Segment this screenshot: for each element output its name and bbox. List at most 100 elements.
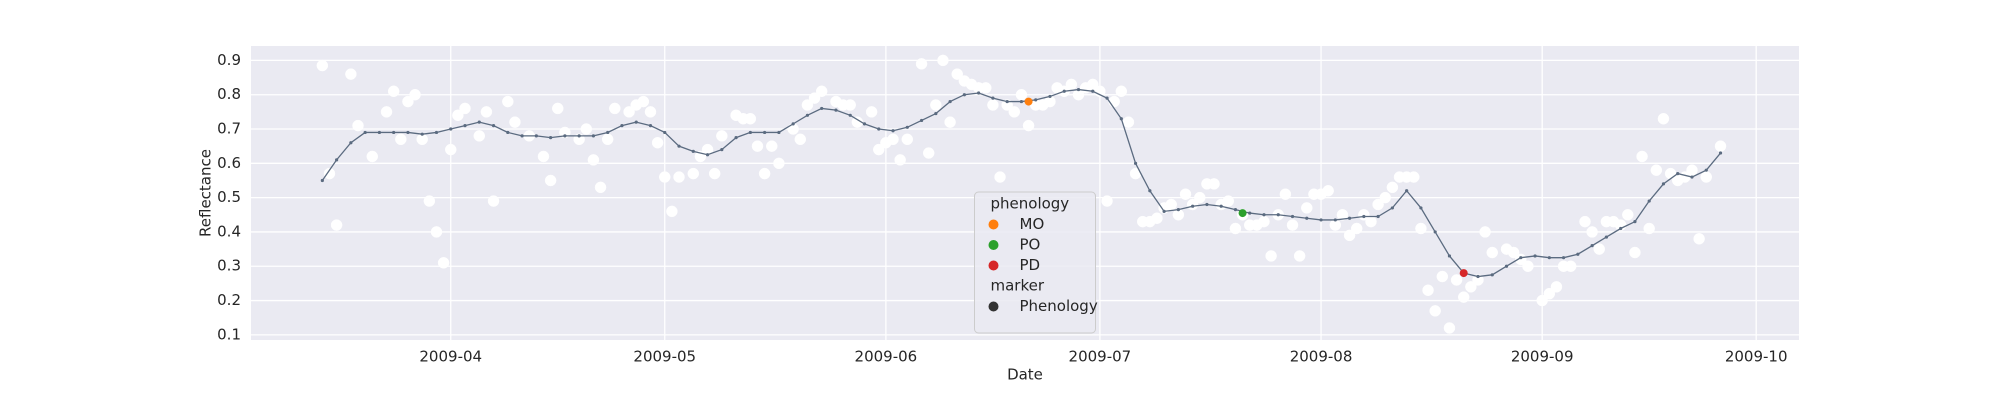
data-point: [1350, 222, 1363, 235]
line-vertex: [1262, 213, 1266, 217]
data-point: [1343, 229, 1356, 242]
data-point: [623, 106, 635, 118]
line-vertex: [335, 158, 339, 162]
legend-label: Phenology: [1020, 297, 1098, 315]
line-vertex: [1347, 216, 1352, 220]
data-point: [1222, 195, 1235, 207]
data-point: [1379, 191, 1391, 204]
data-point: [544, 174, 557, 187]
line-vertex: [1162, 209, 1166, 213]
data-point: [573, 133, 585, 146]
y-tick-label: 0.8: [217, 85, 241, 103]
legend-label: PO: [1020, 236, 1041, 254]
data-point: [1194, 191, 1206, 204]
line-vertex: [1105, 96, 1109, 100]
line-vertex: [834, 108, 838, 112]
data-point: [766, 140, 778, 152]
line-vertex: [919, 118, 924, 123]
line-vertex: [1676, 172, 1680, 176]
data-point: [594, 181, 607, 194]
legend-label: MO: [1020, 215, 1045, 233]
line-vertex: [420, 132, 424, 136]
line-vertex: [506, 130, 510, 135]
data-point: [1293, 250, 1306, 262]
line-vertex: [1405, 189, 1409, 193]
y-tick-label: 0.4: [217, 222, 241, 240]
data-point: [794, 133, 807, 146]
x-tick-label: 2009-09: [1511, 348, 1574, 366]
data-point: [937, 54, 949, 67]
data-point: [480, 106, 493, 118]
line-vertex: [349, 141, 353, 145]
line-vertex: [1048, 94, 1052, 99]
phenology-point: [1024, 97, 1033, 106]
data-point: [537, 150, 550, 163]
data-point: [651, 136, 664, 149]
data-point: [330, 219, 343, 231]
line-vertex: [591, 134, 596, 138]
legend-marker: [988, 219, 999, 230]
line-vertex: [1690, 175, 1694, 179]
data-point: [1336, 209, 1349, 221]
data-point: [944, 116, 956, 128]
line-vertex: [434, 130, 439, 135]
data-point: [744, 112, 757, 125]
line-vertex: [1319, 218, 1323, 222]
data-point: [1151, 212, 1163, 224]
data-point: [894, 154, 906, 166]
line-vertex: [891, 129, 895, 133]
line-vertex: [1191, 204, 1195, 208]
data-point: [1700, 171, 1713, 183]
data-point: [1322, 185, 1334, 197]
data-point: [1101, 195, 1113, 207]
data-point: [1693, 233, 1705, 245]
data-point: [601, 133, 614, 146]
data-point: [644, 106, 657, 118]
legend-box: [974, 191, 1096, 334]
data-point: [1472, 274, 1484, 286]
data-point: [1436, 270, 1449, 283]
data-point: [922, 147, 935, 159]
data-point: [1265, 250, 1277, 262]
line-vertex: [1276, 213, 1280, 217]
data-point: [559, 126, 571, 139]
data-point: [1550, 281, 1563, 293]
y-tick-label: 0.9: [217, 51, 241, 69]
line-vertex: [549, 135, 553, 140]
data-point: [1657, 112, 1670, 125]
line-vertex: [1233, 208, 1238, 212]
data-point: [323, 167, 336, 180]
data-point: [901, 133, 914, 146]
line-vertex: [577, 134, 581, 138]
line-vertex: [1076, 87, 1081, 92]
data-point: [580, 123, 593, 135]
data-point: [1015, 88, 1028, 101]
line-vertex: [1419, 206, 1423, 210]
data-point: [1386, 181, 1399, 194]
data-point: [1622, 209, 1634, 221]
line-vertex: [1248, 211, 1252, 215]
line-vertex: [392, 130, 396, 135]
line-vertex: [991, 96, 995, 100]
line-vertex: [848, 113, 852, 117]
data-point: [1122, 116, 1135, 128]
line-vertex: [663, 130, 667, 135]
data-point: [459, 102, 471, 115]
line-vertex: [477, 120, 481, 124]
line-vertex: [1362, 214, 1366, 219]
line-vertex: [1176, 208, 1180, 212]
y-tick-label: 0.7: [217, 120, 241, 138]
line-vertex: [734, 135, 738, 140]
line-vertex: [1290, 214, 1295, 219]
line-vertex: [777, 130, 781, 135]
line-vertex: [962, 93, 966, 97]
data-point: [716, 130, 728, 142]
data-point: [366, 150, 379, 163]
line-vertex: [534, 134, 538, 138]
data-point: [473, 130, 486, 142]
legend-marker: [988, 301, 999, 312]
data-point: [673, 171, 685, 183]
data-point: [316, 59, 329, 72]
data-point: [1422, 284, 1434, 297]
